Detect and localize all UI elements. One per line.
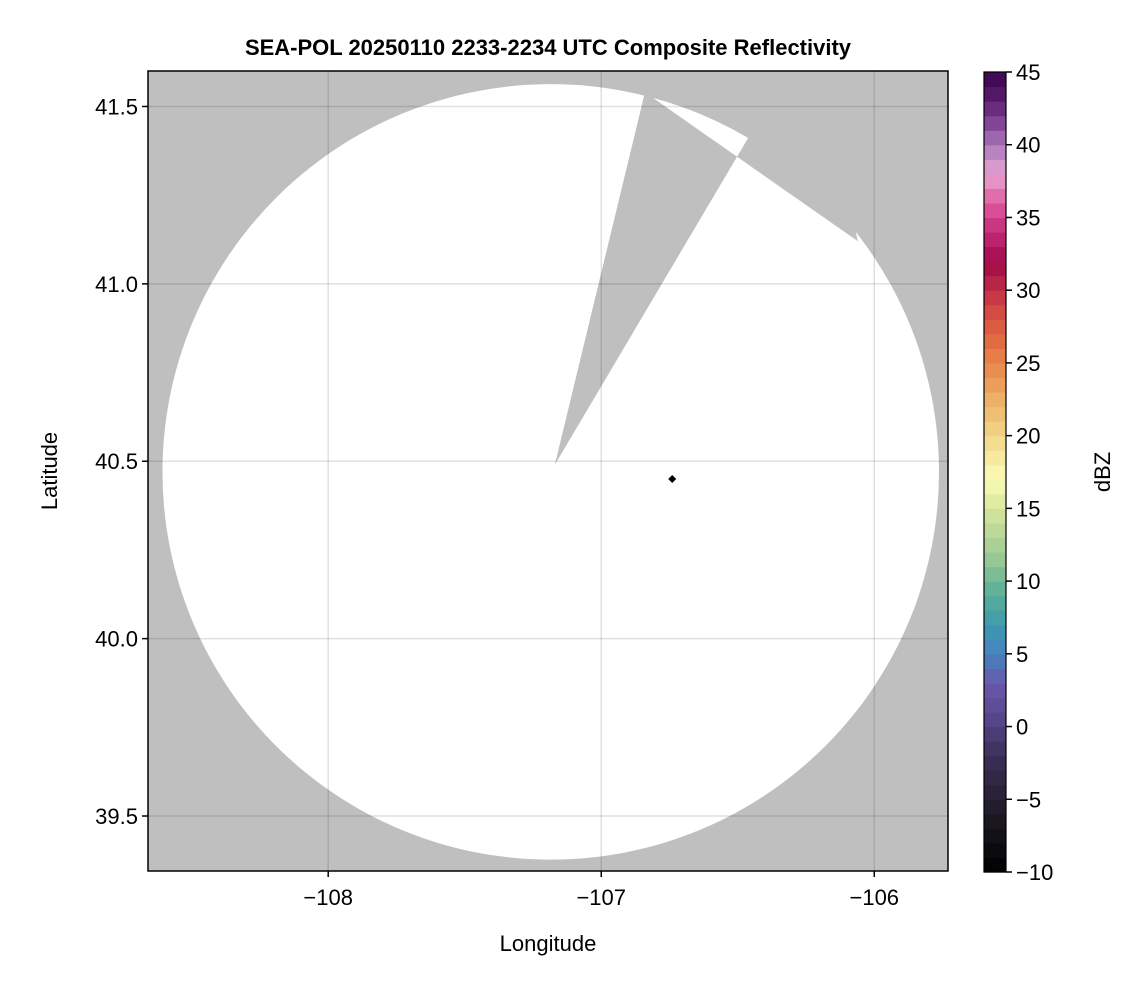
colorbar-band bbox=[984, 319, 1006, 335]
colorbar-band bbox=[984, 682, 1006, 699]
colorbar-band bbox=[984, 755, 1006, 771]
colorbar-tick-label: 30 bbox=[1016, 278, 1040, 303]
colorbar-band bbox=[984, 639, 1006, 655]
colorbar-band bbox=[984, 435, 1006, 451]
colorbar-band bbox=[984, 581, 1006, 597]
colorbar-band bbox=[984, 537, 1006, 553]
y-tick-label: 41.5 bbox=[95, 94, 138, 119]
colorbar-band bbox=[984, 348, 1006, 364]
colorbar-tick-label: 15 bbox=[1016, 496, 1040, 521]
colorbar-band bbox=[984, 232, 1006, 248]
colorbar-band bbox=[984, 275, 1006, 291]
colorbar-label: dBZ bbox=[1090, 452, 1115, 492]
colorbar-band bbox=[984, 508, 1006, 524]
x-tick-label: −108 bbox=[303, 885, 353, 910]
colorbar-tick-label: 0 bbox=[1016, 715, 1028, 740]
colorbar-frame bbox=[983, 71, 1007, 873]
colorbar-band bbox=[984, 595, 1006, 611]
colorbar-tick-label: −5 bbox=[1016, 787, 1041, 812]
colorbar-band bbox=[984, 290, 1006, 306]
colorbar-band bbox=[984, 770, 1006, 786]
colorbar-band bbox=[984, 493, 1006, 509]
y-tick-label: 39.5 bbox=[95, 804, 138, 829]
colorbar-tick-label: 35 bbox=[1016, 205, 1040, 230]
colorbar-band bbox=[984, 712, 1006, 728]
radar-location-marker bbox=[668, 474, 677, 483]
colorbar-band bbox=[984, 464, 1006, 480]
colorbar-band bbox=[984, 842, 1006, 859]
colorbar-band bbox=[984, 813, 1006, 829]
x-axis-label: Longitude bbox=[500, 931, 597, 956]
colorbar-band bbox=[984, 377, 1006, 393]
colorbar-band bbox=[984, 653, 1006, 669]
colorbar-tick-label: 40 bbox=[1016, 133, 1040, 158]
colorbar-tick-label: 5 bbox=[1016, 642, 1028, 667]
colorbar-band bbox=[984, 217, 1006, 233]
y-tick-label: 40.5 bbox=[95, 449, 138, 474]
colorbar-band bbox=[984, 552, 1006, 568]
colorbar-band bbox=[984, 72, 1006, 88]
y-axis-label: Latitude bbox=[37, 432, 62, 510]
colorbar-band bbox=[984, 188, 1006, 204]
colorbar-band bbox=[984, 159, 1006, 175]
colorbar-band bbox=[984, 697, 1006, 713]
colorbar-tick-label: −10 bbox=[1016, 860, 1053, 885]
y-tick-label: 41.0 bbox=[95, 272, 138, 297]
colorbar-band bbox=[984, 610, 1006, 626]
plot-area bbox=[147, 70, 949, 872]
colorbar-band bbox=[984, 668, 1006, 684]
colorbar-band bbox=[984, 362, 1006, 379]
blocked-sector bbox=[554, 71, 858, 465]
colorbar-band bbox=[984, 624, 1006, 640]
colorbar-tick-label: 45 bbox=[1016, 60, 1040, 85]
colorbar-band bbox=[984, 202, 1006, 219]
colorbar-band bbox=[984, 421, 1006, 437]
colorbar-band bbox=[984, 246, 1006, 262]
colorbar-band bbox=[984, 261, 1006, 277]
x-tick-label: −106 bbox=[849, 885, 899, 910]
colorbar-band bbox=[984, 333, 1006, 349]
colorbar-band bbox=[984, 726, 1006, 742]
colorbar-tick-label: 20 bbox=[1016, 424, 1040, 449]
colorbar-band bbox=[984, 450, 1006, 466]
colorbar: −10 −5 0 5 10 15 20 25 30 35 40 45 bbox=[983, 60, 1053, 885]
colorbar-band bbox=[984, 144, 1006, 160]
colorbar-band bbox=[984, 115, 1006, 131]
y-tick-label: 40.0 bbox=[95, 627, 138, 652]
colorbar-tick-label: 10 bbox=[1016, 569, 1040, 594]
colorbar-band bbox=[984, 173, 1006, 189]
colorbar-band bbox=[984, 784, 1006, 800]
radar-coverage-area bbox=[162, 84, 939, 860]
colorbar-band bbox=[984, 566, 1006, 582]
x-axis: −108 −107 −106 bbox=[303, 871, 899, 910]
gridlines bbox=[148, 71, 948, 871]
colorbar-band bbox=[984, 101, 1006, 117]
colorbar-band bbox=[984, 304, 1006, 320]
colorbar-band bbox=[984, 392, 1006, 408]
colorbar-band bbox=[984, 406, 1006, 422]
colorbar-band bbox=[984, 86, 1006, 102]
colorbar-band bbox=[984, 130, 1006, 146]
colorbar-band bbox=[984, 857, 1006, 873]
chart-title: SEA-POL 20250110 2233-2234 UTC Composite… bbox=[245, 35, 852, 60]
colorbar-band bbox=[984, 799, 1006, 815]
colorbar-band bbox=[984, 828, 1006, 844]
x-tick-label: −107 bbox=[576, 885, 626, 910]
colorbar-band bbox=[984, 741, 1006, 757]
plot-frame bbox=[147, 70, 949, 872]
colorbar-tick-label: 25 bbox=[1016, 351, 1040, 376]
colorbar-band bbox=[984, 479, 1006, 495]
y-axis: 39.5 40.0 40.5 41.0 41.5 bbox=[95, 94, 148, 829]
colorbar-band bbox=[984, 522, 1006, 539]
